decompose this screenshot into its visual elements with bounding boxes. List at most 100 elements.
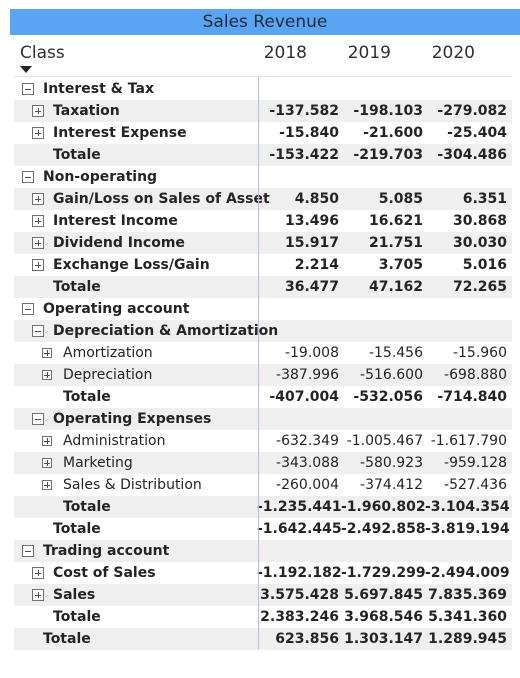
total-row[interactable]: Totale 2.383.246 3.968.546 5.341.360	[14, 606, 512, 628]
value-cell-2019: -1.960.802	[341, 499, 426, 515]
value-cell-2020: 5.341.360	[428, 609, 507, 625]
matrix-row[interactable]: Cost of Sales -1.192.182 -1.729.299 -2.494.…	[14, 562, 512, 584]
row-label: Non-operating	[43, 169, 158, 185]
value-cell-2019: -374.412	[360, 477, 423, 493]
header-divider	[14, 76, 512, 77]
expand-icon[interactable]	[42, 370, 52, 380]
value-cell-2018: -260.004	[276, 477, 339, 493]
value-cell-2019: 3.968.546	[344, 609, 423, 625]
value-cell-2020: 1.289.945	[428, 631, 507, 647]
row-label: Totale	[53, 521, 101, 537]
matrix-row[interactable]: Non-operating	[14, 166, 512, 188]
collapse-icon[interactable]	[22, 171, 34, 183]
value-cell-2020: -25.404	[447, 125, 507, 141]
value-cell-2019: 5.085	[378, 191, 423, 207]
value-cell-2019: 3.705	[378, 257, 423, 273]
value-cell-2020: 5.016	[462, 257, 507, 273]
expand-icon[interactable]	[42, 458, 52, 468]
matrix-row[interactable]: Interest & Tax	[14, 78, 512, 100]
value-cell-2018: -407.004	[269, 389, 339, 405]
row-label: Operating account	[43, 301, 190, 317]
expand-icon[interactable]	[32, 589, 44, 601]
row-label: Exchange Loss/Gain	[53, 257, 210, 273]
value-cell-2018: -153.422	[269, 147, 339, 163]
row-label: Interest Income	[53, 213, 178, 229]
row-label: Totale	[53, 147, 101, 163]
expand-icon[interactable]	[42, 480, 52, 490]
total-row[interactable]: Totale 36.477 47.162 72.265	[14, 276, 512, 298]
column-header-2018[interactable]: 2018	[263, 43, 307, 63]
matrix-row[interactable]: Amortization -19.008 -15.456 -15.960	[14, 342, 512, 364]
value-cell-2019: 21.751	[368, 235, 423, 251]
matrix-row[interactable]: Taxation -137.582 -198.103 -279.082	[14, 100, 512, 122]
row-label: Sales & Distribution	[63, 477, 202, 493]
matrix-row[interactable]: Dividend Income 15.917 21.751 30.030	[14, 232, 512, 254]
value-cell-2018: -137.582	[269, 103, 339, 119]
row-label: Sales	[53, 587, 96, 603]
collapse-icon[interactable]	[32, 413, 44, 425]
value-cell-2019: 47.162	[368, 279, 423, 295]
matrix-row[interactable]: Depreciation & Amortization	[14, 320, 512, 342]
value-cell-2019: -15.456	[368, 345, 423, 361]
expand-icon[interactable]	[32, 259, 44, 271]
matrix-row[interactable]: Marketing -343.088 -580.923 -959.128	[14, 452, 512, 474]
matrix-row[interactable]: Operating Expenses	[14, 408, 512, 430]
total-row[interactable]: Totale 623.856 1.303.147 1.289.945	[14, 628, 512, 650]
row-label: Depreciation & Amortization	[53, 323, 279, 339]
row-label: Interest Expense	[53, 125, 187, 141]
expand-icon[interactable]	[42, 348, 52, 358]
value-cell-2020: -15.960	[452, 345, 507, 361]
expand-icon[interactable]	[32, 105, 44, 117]
expand-icon[interactable]	[32, 193, 44, 205]
row-label: Totale	[53, 609, 101, 625]
value-cell-2020: 30.868	[452, 213, 507, 229]
value-cell-2019: 5.697.845	[344, 587, 423, 603]
matrix-row[interactable]: Depreciation -387.996 -516.600 -698.880	[14, 364, 512, 386]
value-cell-2020: -304.486	[437, 147, 507, 163]
sort-descending-icon[interactable]	[20, 66, 32, 73]
expand-icon[interactable]	[32, 127, 44, 139]
matrix-row[interactable]: Trading account	[14, 540, 512, 562]
matrix-row[interactable]: Exchange Loss/Gain 2.214 3.705 5.016	[14, 254, 512, 276]
expand-icon[interactable]	[32, 215, 44, 227]
total-row[interactable]: Totale -153.422 -219.703 -304.486	[14, 144, 512, 166]
matrix-row[interactable]: Administration -632.349 -1.005.467 -1.617.7…	[14, 430, 512, 452]
matrix-row[interactable]: Sales 3.575.428 5.697.845 7.835.369	[14, 584, 512, 606]
matrix-row[interactable]: Gain/Loss on Sales of Asset 4.850 5.085 6.3…	[14, 188, 512, 210]
expand-icon[interactable]	[32, 567, 44, 579]
row-label: Dividend Income	[53, 235, 185, 251]
value-cell-2019: -1.005.467	[346, 433, 423, 449]
total-row[interactable]: Totale -1.642.445 -2.492.858 -3.819.194	[14, 518, 512, 540]
expand-icon[interactable]	[32, 237, 44, 249]
value-cell-2019: -219.703	[353, 147, 423, 163]
value-cell-2019: -2.492.858	[341, 521, 426, 537]
value-cell-2020: -959.128	[444, 455, 507, 471]
collapse-icon[interactable]	[32, 325, 44, 337]
row-label: Totale	[63, 389, 111, 405]
value-cell-2019: -21.600	[363, 125, 423, 141]
expand-icon[interactable]	[42, 436, 52, 446]
row-label: Gain/Loss on Sales of Asset	[53, 191, 270, 207]
value-cell-2018: -387.996	[276, 367, 339, 383]
collapse-icon[interactable]	[22, 545, 34, 557]
matrix-row[interactable]: Interest Income 13.496 16.621 30.868	[14, 210, 512, 232]
row-label: Totale	[53, 279, 101, 295]
column-header-class[interactable]: Class	[20, 43, 65, 63]
value-cell-2019: -1.729.299	[341, 565, 426, 581]
total-row[interactable]: Totale -1.235.441 -1.960.802 -3.104.354	[14, 496, 512, 518]
matrix-row[interactable]: Interest Expense -15.840 -21.600 -25.404	[14, 122, 512, 144]
matrix-row[interactable]: Sales & Distribution -260.004 -374.412 -527…	[14, 474, 512, 496]
value-cell-2018: 623.856	[275, 631, 339, 647]
total-row[interactable]: Totale -407.004 -532.056 -714.840	[14, 386, 512, 408]
value-cell-2018: -1.192.182	[257, 565, 342, 581]
value-cell-2018: -19.008	[284, 345, 339, 361]
value-cell-2018: -1.235.441	[257, 499, 342, 515]
collapse-icon[interactable]	[22, 303, 34, 315]
row-label: Trading account	[43, 543, 170, 559]
column-header-2020[interactable]: 2020	[431, 43, 475, 63]
matrix-row[interactable]: Operating account	[14, 298, 512, 320]
row-label: Operating Expenses	[53, 411, 212, 427]
column-header-2019[interactable]: 2019	[347, 43, 391, 63]
value-cell-2018: 13.496	[284, 213, 339, 229]
collapse-icon[interactable]	[22, 83, 34, 95]
